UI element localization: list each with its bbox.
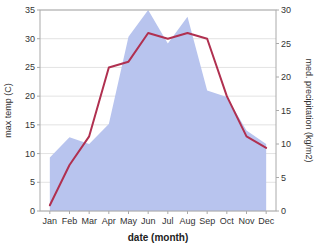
plot-frame — [40, 10, 276, 211]
x-tick — [148, 211, 149, 214]
grid — [40, 10, 276, 211]
y-tick-label: 0 — [30, 206, 35, 216]
x-tick-label: Dec — [258, 216, 275, 226]
plot-data — [50, 10, 266, 211]
y2-tick — [276, 177, 279, 178]
x-axis-label: date (month) — [128, 232, 189, 243]
x-tick-label: Apr — [102, 216, 116, 226]
x-tick — [167, 211, 168, 214]
x-tick — [187, 211, 188, 214]
precipitation-area — [50, 10, 266, 211]
y-tick — [37, 124, 40, 125]
x-tick-label: Nov — [238, 216, 255, 226]
x-tick-label: Feb — [62, 216, 78, 226]
y-tick — [37, 96, 40, 97]
y-tick — [37, 153, 40, 154]
x-tick-label: Aug — [179, 216, 195, 226]
x-tick-label: Mar — [81, 216, 97, 226]
x-tick-label: Oct — [220, 216, 235, 226]
y-tick-label: 30 — [25, 34, 35, 44]
y-tick-label: 5 — [30, 177, 35, 187]
x-tick — [89, 211, 90, 214]
y-tick — [37, 38, 40, 39]
y-tick-label: 35 — [25, 5, 35, 15]
y2-tick-label: 0 — [281, 206, 286, 216]
x-tick-label: Jul — [162, 216, 174, 226]
y2-tick — [276, 144, 279, 145]
y2-tick — [276, 10, 279, 11]
y2-tick — [276, 77, 279, 78]
y2-tick-label: 5 — [281, 173, 286, 183]
y-tick-label: 10 — [25, 149, 35, 159]
x-tick-label: Jun — [141, 216, 156, 226]
y-tick — [37, 67, 40, 68]
y-axis-label: max temp (C) — [3, 83, 13, 138]
y-tick — [37, 182, 40, 183]
chart-container: 0 5 10 15 20 25 30 35 max temp (C) 0 5 10 15 20 25 30 me… — [0, 0, 318, 247]
x-tick — [69, 211, 70, 214]
y2-tick-label: 30 — [281, 5, 291, 15]
x-tick — [246, 211, 247, 214]
x-tick — [207, 211, 208, 214]
x-tick — [108, 211, 109, 214]
chart-svg: 0 5 10 15 20 25 30 35 max temp (C) 0 5 10 15 20 25 30 me… — [0, 0, 318, 247]
y2-tick-label: 25 — [281, 39, 291, 49]
x-tick — [128, 211, 129, 214]
y-tick — [37, 211, 40, 212]
y-tick-label: 25 — [25, 62, 35, 72]
y-axis-left: 0 5 10 15 20 25 30 35 max temp (C) — [3, 5, 40, 216]
x-tick-label: Jan — [43, 216, 58, 226]
y2-tick-label: 15 — [281, 106, 291, 116]
x-axis: Jan FebMar Apr MayJun Jul Aug Sep OctNovDec date… — [43, 211, 275, 243]
x-tick — [266, 211, 267, 214]
x-tick — [49, 211, 50, 214]
y2-tick — [276, 110, 279, 111]
y2-tick-label: 10 — [281, 139, 291, 149]
x-tick-label: May — [120, 216, 138, 226]
x-tick-label: Sep — [199, 216, 215, 226]
y-axis-right: 0 5 10 15 20 25 30 med. precipitation (kg/m2) — [276, 5, 314, 216]
y2-tick — [276, 211, 279, 212]
y-tick-label: 15 — [25, 120, 35, 130]
y2-axis-label: med. precipitation (kg/m2) — [304, 58, 314, 162]
y-tick-label: 20 — [25, 91, 35, 101]
y2-tick — [276, 43, 279, 44]
x-tick — [226, 211, 227, 214]
temperature-line — [50, 33, 266, 205]
y-tick — [37, 10, 40, 11]
y2-tick-label: 20 — [281, 72, 291, 82]
